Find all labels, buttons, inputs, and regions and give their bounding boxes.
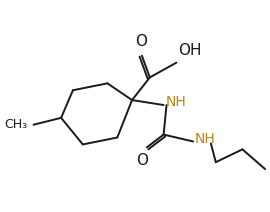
Text: NH: NH — [166, 95, 186, 109]
Text: O: O — [135, 34, 147, 49]
Text: NH: NH — [195, 131, 216, 145]
Text: O: O — [136, 153, 148, 168]
Text: OH: OH — [178, 43, 202, 58]
Text: CH₃: CH₃ — [5, 118, 28, 131]
